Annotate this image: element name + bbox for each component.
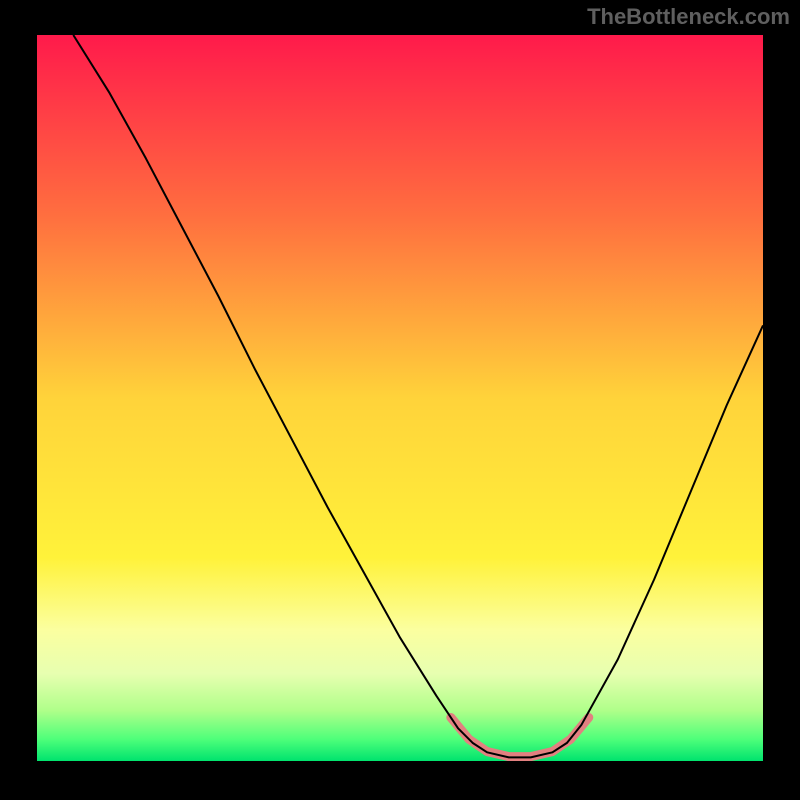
plot-area <box>37 35 763 761</box>
plot-svg <box>37 35 763 761</box>
gradient-background <box>37 35 763 761</box>
chart-frame: TheBottleneck.com <box>0 0 800 800</box>
attribution-label: TheBottleneck.com <box>587 4 790 30</box>
